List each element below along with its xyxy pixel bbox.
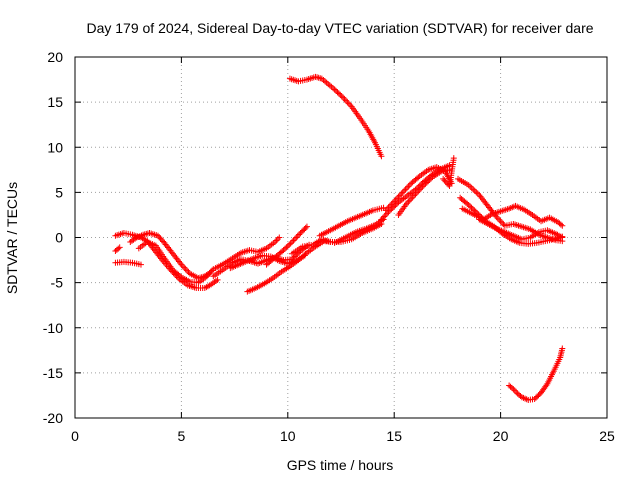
data-point [403,186,409,192]
data-point [347,102,353,108]
data-point [276,235,282,241]
data-point [328,84,334,90]
data-point [469,185,475,191]
data-point [289,239,295,245]
series-trace-t [457,195,565,247]
series-trace-b [112,259,144,268]
data-point [285,243,291,249]
data-point [273,238,279,244]
data-point [293,235,299,241]
data-marks [112,74,565,403]
data-point [404,185,410,191]
data-point [496,217,502,223]
data-point [183,266,189,272]
data-point [495,215,501,221]
data-point [340,95,346,101]
x-tick-label: 10 [280,428,296,444]
x-tick-label: 20 [493,428,509,444]
data-point [475,191,481,197]
data-point [470,186,476,192]
data-point [344,99,350,105]
y-tick-label: -5 [51,275,64,291]
data-point [407,182,413,188]
x-tick-label: 15 [386,428,402,444]
data-point [337,92,343,98]
y-tick-label: 15 [47,94,63,110]
data-point [283,244,289,250]
data-point [346,101,352,107]
data-point [415,188,421,194]
y-tick-label: 10 [47,139,63,155]
x-tick-label: 5 [178,428,186,444]
axis-ticks: 0 5 10 15 20 25 -20 -15 -10 -5 0 5 10 15 20 [43,49,615,444]
data-point [290,238,296,244]
data-point [292,236,298,242]
data-point [339,93,345,99]
data-point [296,231,302,237]
series-trace-w [506,346,565,403]
data-point [322,78,328,84]
data-point [332,86,338,92]
data-point [407,197,413,203]
x-tick-label: 0 [71,428,79,444]
data-point [336,91,342,97]
data-point [327,82,333,88]
data-point [333,88,339,94]
series-trace-g [212,235,282,272]
data-point [473,189,479,195]
y-tick-label: 0 [55,230,63,246]
series-trace-n [287,74,385,159]
chart-title: Day 179 of 2024, Sidereal Day-to-day VTE… [86,20,593,36]
data-point [394,195,400,201]
data-point [405,199,411,205]
data-point [384,206,390,212]
y-axis-label: SDTVAR / TECUs [4,182,20,294]
y-tick-label: -15 [43,365,63,381]
data-point [513,389,519,395]
data-point [325,81,331,87]
x-tick-label: 25 [599,428,615,444]
series-trace-m [332,216,387,245]
data-point [286,242,292,248]
y-tick-label: 5 [55,184,63,200]
data-point [417,187,423,193]
data-point [288,240,294,246]
data-point [295,233,301,239]
data-point [472,188,478,194]
data-point [181,265,187,271]
data-point [180,263,186,269]
data-point [401,188,407,194]
data-point [512,388,518,394]
data-point [498,218,504,224]
data-point [324,80,330,86]
data-point [334,89,340,95]
series-trace-c [112,244,122,254]
x-axis-label: GPS time / hours [287,457,394,473]
y-tick-label: -20 [43,410,63,426]
data-point [405,183,411,189]
data-point [342,96,348,102]
sdtvar-chart: Day 179 of 2024, Sidereal Day-to-day VTE… [0,0,640,480]
data-point [343,98,349,104]
y-tick-label: -10 [43,320,63,336]
data-point [184,268,190,274]
y-tick-label: 20 [47,49,63,65]
data-point [275,236,281,242]
data-point [330,85,336,91]
data-point [319,76,325,82]
data-point [500,221,506,227]
